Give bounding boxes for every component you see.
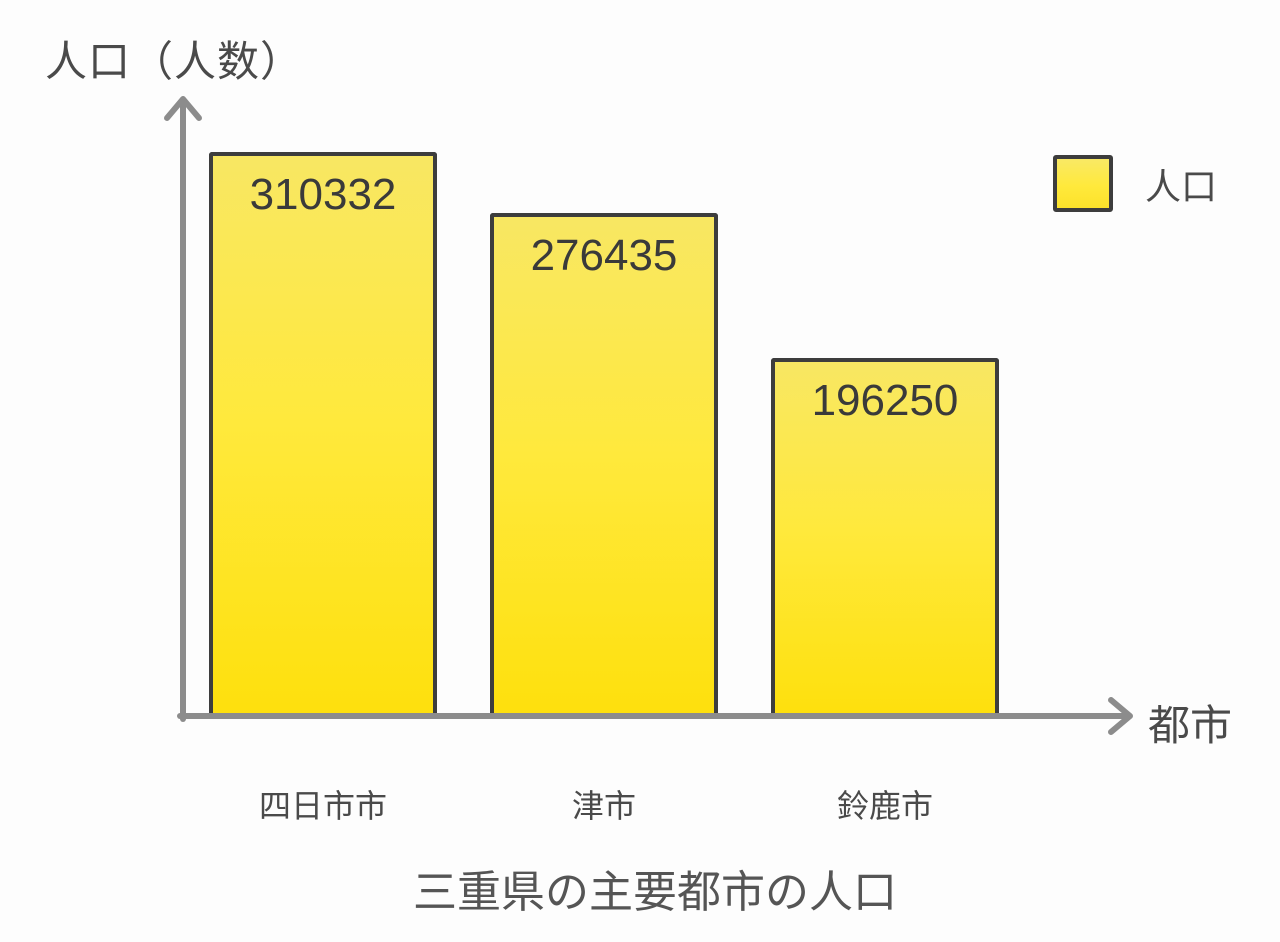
legend-swatch xyxy=(1053,155,1113,212)
category-label: 津市 xyxy=(571,788,636,824)
x-axis-arrowhead-icon xyxy=(1108,697,1133,735)
bar-value-label: 196250 xyxy=(811,376,959,425)
bar: 310332 xyxy=(209,152,437,713)
bar: 196250 xyxy=(771,358,999,713)
bar-value-label: 310332 xyxy=(249,170,397,219)
chart-title: 三重県の主要都市の人口 xyxy=(413,868,897,917)
category-label: 四日市市 xyxy=(258,788,387,824)
y-axis-label: 人口（人数） xyxy=(45,38,304,85)
category-label: 鈴鹿市 xyxy=(836,788,933,824)
y-axis-arrowhead-icon xyxy=(164,96,202,121)
legend-label: 人口 xyxy=(1145,165,1218,207)
legend: 人口 xyxy=(1053,155,1217,212)
bar: 276435 xyxy=(490,213,718,713)
bar-value-label: 276435 xyxy=(530,231,678,280)
x-axis-label: 都市 xyxy=(1148,702,1233,749)
